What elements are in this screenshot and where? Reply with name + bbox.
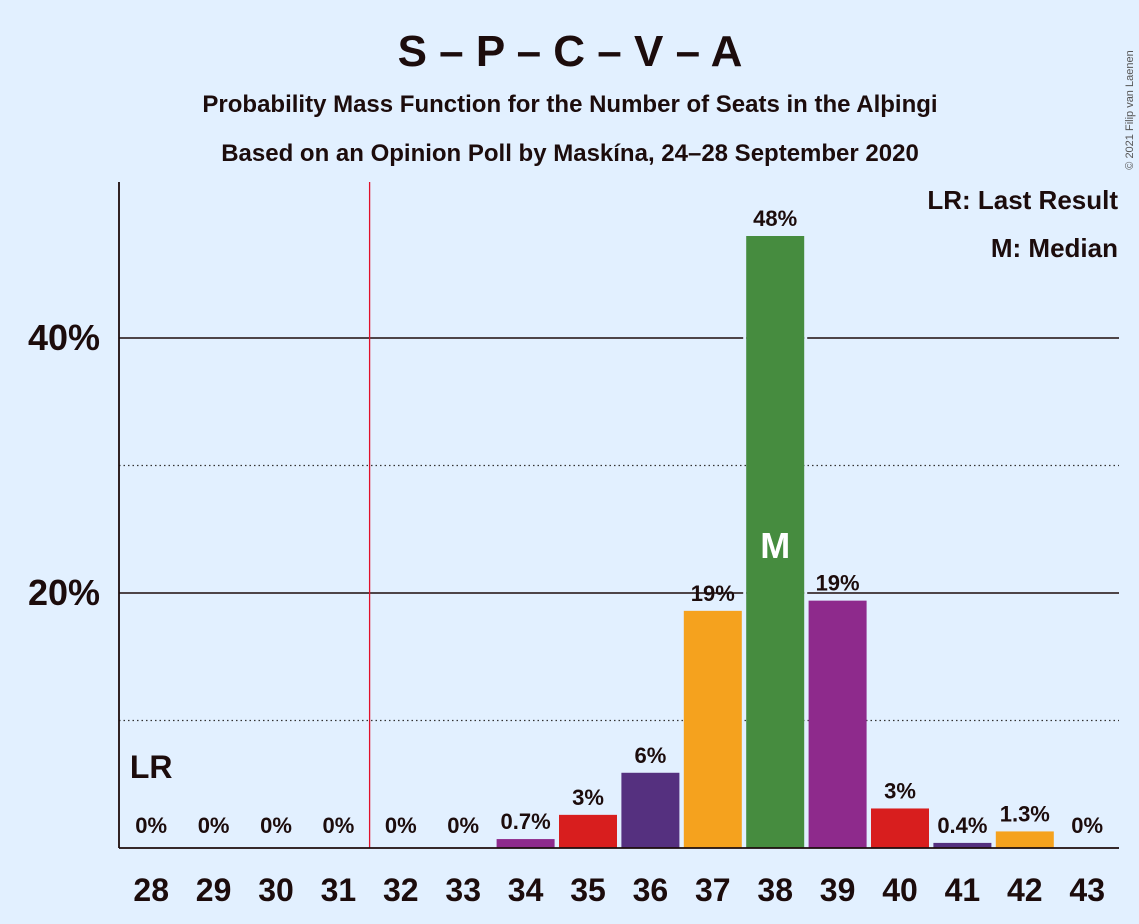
x-tick-label: 39 [820,872,856,908]
bar [995,831,1054,848]
data-label: 0% [447,813,479,838]
last-result-marker: LR [130,749,173,785]
data-label: 0% [260,813,292,838]
x-tick-label: 28 [133,872,169,908]
legend-last-result: LR: Last Result [927,185,1118,215]
data-label: 3% [884,778,916,803]
x-tick-label: 30 [258,872,294,908]
x-tick-label: 36 [633,872,669,908]
bar [621,772,680,848]
bar [933,842,992,848]
y-tick-label: 20% [28,572,100,613]
x-tick-label: 41 [945,872,981,908]
chart-subtitle-1: Probability Mass Function for the Number… [202,91,937,118]
data-label: 0% [135,813,167,838]
x-tick-label: 38 [757,872,793,908]
bar [496,839,555,848]
data-label: 0.4% [937,813,987,838]
bar [871,808,929,848]
x-tick-label: 35 [570,872,606,908]
data-label: 48% [753,206,797,231]
data-label: 0% [385,813,417,838]
gridline-gap [743,591,747,595]
data-label: 0% [198,813,230,838]
data-label: 3% [572,785,604,810]
gridline-gap [804,591,808,595]
x-tick-label: 43 [1069,872,1105,908]
data-label: 0.7% [501,809,551,834]
x-tick-label: 40 [882,872,918,908]
gridline-gap [743,336,747,340]
chart-title: S – P – C – V – A [398,27,743,76]
bar [683,610,742,848]
x-tick-label: 29 [196,872,232,908]
data-labels: 0% 0% 0% 0% 0% 0% 0.7% 3% 6% 19% M 48% 19% 3% 0.4% 1.3%… [130,206,1103,838]
data-label: 19% [691,581,735,606]
x-tick-label: 34 [508,872,544,908]
bar [746,236,805,848]
data-label: 1.3% [1000,801,1050,826]
x-tick-label: 33 [445,872,481,908]
data-label: 0% [323,813,355,838]
x-tick-label: 31 [321,872,357,908]
bar [808,600,867,848]
x-tick-label: 42 [1007,872,1043,908]
chart-subtitle-2: Based on an Opinion Poll by Maskína, 24–… [221,140,919,167]
data-label: 19% [816,571,860,596]
bar [559,814,617,848]
gridline-gap [804,336,808,340]
gridlines [119,336,1119,722]
y-tick-label: 40% [28,317,100,358]
bars [496,236,1054,848]
legend-median: M: Median [991,233,1118,263]
axes: 20% 40% 28 29 30 31 32 33 34 35 36 37 38 39 40 41 42 43 [28,182,1119,908]
x-tick-label: 37 [695,872,731,908]
credit-text: © 2021 Filip van Laenen [1124,50,1136,169]
data-label: 6% [635,743,667,768]
data-label: 0% [1071,813,1103,838]
median-marker: M [760,525,790,566]
x-tick-label: 32 [383,872,419,908]
